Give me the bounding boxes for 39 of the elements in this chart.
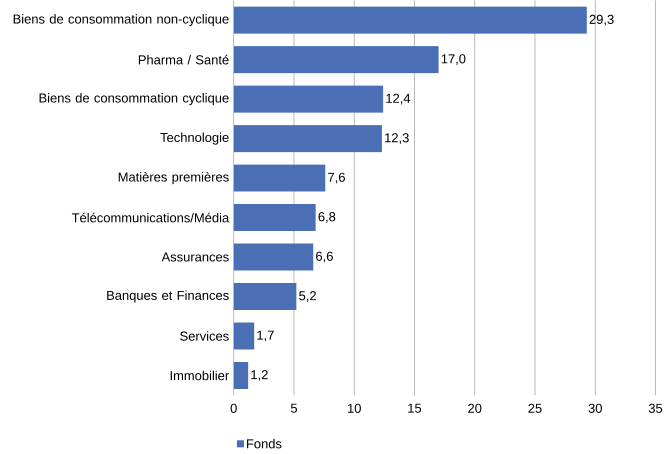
y-tick-label: Assurances xyxy=(162,252,229,262)
bar xyxy=(234,86,384,113)
data-label: 7,6 xyxy=(328,172,345,184)
data-label: 1,7 xyxy=(257,330,274,342)
y-tick-label: Services xyxy=(180,331,229,341)
y-tick-label: Banques et Finances xyxy=(107,290,229,302)
x-tick-label: 15 xyxy=(408,404,422,413)
bar xyxy=(234,164,326,192)
legend-label: Fonds xyxy=(247,438,282,448)
x-tick-label: 25 xyxy=(528,404,542,413)
bar xyxy=(234,46,439,74)
data-label: 12,3 xyxy=(385,133,409,144)
bar xyxy=(234,282,296,310)
bar xyxy=(234,322,254,350)
y-tick-label: Technologie xyxy=(160,132,229,145)
x-tick-label: 35 xyxy=(648,404,662,413)
data-label: 12,4 xyxy=(386,94,410,104)
y-tick-label: Pharma / Santé xyxy=(138,54,229,64)
x-tick-label: 10 xyxy=(348,404,361,413)
x-tick-label: 0 xyxy=(230,404,237,413)
y-tick-label: Biens de consommation cyclique xyxy=(40,92,229,106)
bar xyxy=(234,6,587,34)
data-label: 29,3 xyxy=(590,14,614,26)
y-tick-label: Matières premières xyxy=(118,172,229,184)
x-tick-label: 5 xyxy=(290,404,298,413)
data-label: 17,0 xyxy=(442,54,466,65)
data-label: 5,2 xyxy=(299,291,316,302)
bar xyxy=(234,362,248,389)
y-tick-label: Télécommunications/Média xyxy=(72,212,230,222)
y-tick-label: Immobilier xyxy=(170,370,229,380)
bar xyxy=(234,204,316,231)
x-tick-label: 20 xyxy=(468,404,482,413)
y-tick-label: Biens de consommation non-cyclique xyxy=(14,14,229,26)
data-label: 6,8 xyxy=(318,212,336,223)
data-label: 6,6 xyxy=(316,252,333,262)
bar xyxy=(234,243,314,270)
bar xyxy=(234,125,382,152)
x-tick-label: 30 xyxy=(588,404,602,413)
data-label: 1,2 xyxy=(251,370,268,381)
